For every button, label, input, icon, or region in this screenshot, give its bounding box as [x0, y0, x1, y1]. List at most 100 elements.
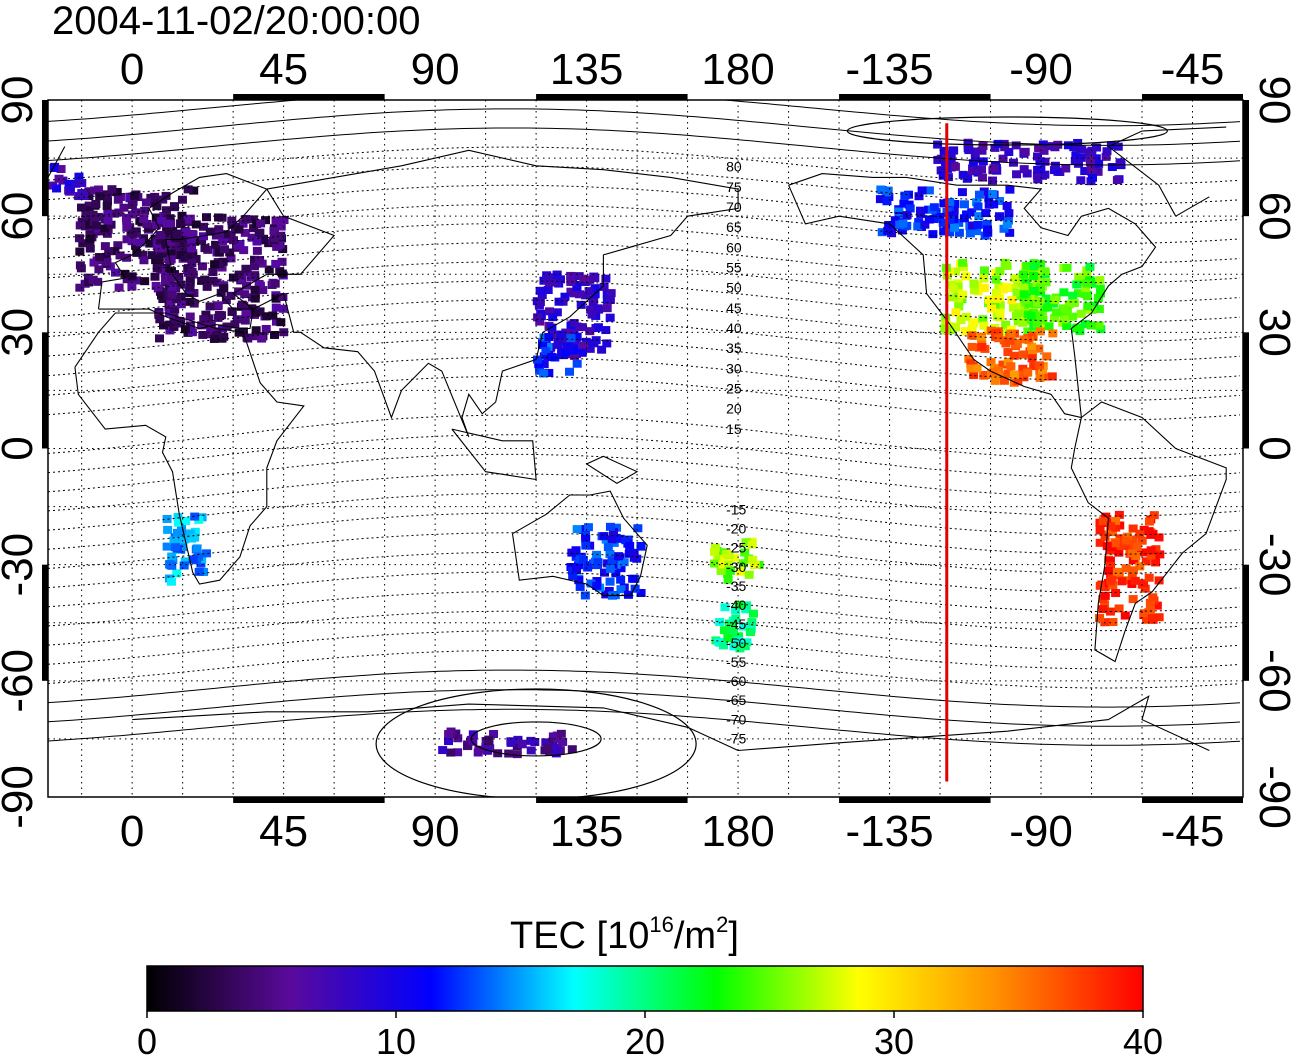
tec-pixel — [1050, 161, 1060, 170]
map-frame — [42, 94, 1249, 803]
tec-pixel — [84, 187, 94, 196]
tec-pixel — [601, 326, 611, 335]
tec-pixel — [526, 736, 536, 745]
tec-pixel — [185, 275, 195, 284]
tec-pixel — [1077, 277, 1087, 286]
tec-pixel — [140, 277, 150, 286]
tec-pixel — [1029, 262, 1039, 271]
tec-pixel — [122, 216, 132, 225]
tec-pixel — [215, 260, 225, 269]
tec-pixel — [278, 293, 288, 302]
tec-pixel — [202, 282, 212, 291]
tec-pixel — [607, 556, 617, 565]
tec-pixel — [489, 730, 499, 739]
tec-pixel — [990, 376, 1000, 385]
mag-lat-contour — [48, 100, 1241, 127]
tec-pixel — [629, 548, 639, 557]
tec-pixel — [890, 221, 900, 230]
tec-pixel — [957, 188, 967, 197]
tec-pixel — [1035, 327, 1045, 336]
tec-pixel — [269, 226, 279, 235]
tec-pixel — [271, 259, 281, 268]
tec-pixel — [1082, 271, 1092, 280]
tec-pixel — [543, 286, 553, 295]
tec-pixel — [179, 535, 189, 544]
mag-lat-label: -35 — [726, 578, 746, 594]
tec-pixel — [95, 253, 105, 262]
lat-tick-left: 30 — [0, 308, 42, 357]
frame-bar-top — [839, 94, 991, 100]
tec-pixel — [166, 298, 176, 307]
tec-pixel — [1138, 548, 1148, 557]
tec-pixel — [876, 185, 886, 194]
tec-pixel — [83, 273, 93, 282]
tec-pixel — [1105, 556, 1115, 565]
mag-lat-contour — [48, 280, 1241, 323]
tec-pixel — [270, 234, 280, 243]
tec-pixel — [75, 283, 85, 292]
tec-pixel — [71, 179, 81, 188]
tec-pixel — [569, 319, 579, 328]
tec-pixel — [965, 229, 975, 238]
tec-pixel — [877, 228, 887, 237]
tec-pixel — [214, 248, 224, 257]
tec-pixel — [1072, 280, 1082, 289]
tec-pixel — [624, 549, 634, 558]
tec-pixel — [608, 527, 618, 536]
tec-pixel — [569, 327, 579, 336]
tec-pixel — [277, 257, 287, 266]
tec-pixel — [1036, 165, 1046, 174]
tec-pixel — [190, 527, 200, 536]
mag-lat-label: 20 — [726, 401, 742, 417]
tec-pixel — [1106, 522, 1116, 531]
mag-lat-label: 75 — [726, 179, 742, 195]
tec-pixel — [601, 274, 611, 283]
tec-pixel — [504, 749, 514, 758]
tec-pixel — [226, 291, 236, 300]
tec-pixel — [200, 275, 210, 284]
coastline — [97, 173, 268, 330]
mag-lat-contour — [48, 108, 1241, 146]
tec-pixel — [1107, 574, 1117, 583]
tec-pixel — [1033, 152, 1043, 161]
mag-lat-label: -40 — [726, 597, 746, 613]
tec-pixel — [1085, 151, 1095, 160]
tec-pixel — [230, 320, 240, 329]
tec-pixel — [967, 331, 977, 340]
lat-tick-right: 30 — [1250, 308, 1292, 357]
tec-pixel — [984, 200, 994, 209]
tec-pixel — [181, 253, 191, 262]
tec-pixel — [1152, 601, 1162, 610]
tec-pixel — [1145, 606, 1155, 615]
coastline — [132, 695, 1210, 752]
tec-pixel — [544, 368, 554, 377]
tec-pixel — [189, 186, 199, 195]
tec-pixel — [599, 568, 609, 577]
tec-pixel — [272, 242, 282, 251]
tec-pixel — [151, 221, 161, 230]
tec-pixel — [1132, 543, 1142, 552]
tec-pixel — [1009, 351, 1019, 360]
tec-pixel — [950, 267, 960, 276]
tec-pixel — [591, 324, 601, 333]
tec-pixel — [179, 238, 189, 247]
tec-pixel — [568, 571, 578, 580]
tec-pixel — [250, 285, 260, 294]
tec-pixel — [561, 348, 571, 357]
tec-pixel — [81, 211, 91, 220]
tec-pixel — [1034, 143, 1044, 152]
tec-pixel — [271, 294, 281, 303]
frame-bar-right — [1243, 332, 1249, 449]
tec-pixel — [84, 278, 94, 287]
tec-pixel — [75, 247, 85, 256]
tec-pixel — [276, 222, 286, 231]
tec-pixel — [964, 146, 974, 155]
tec-pixel — [257, 334, 267, 343]
tec-pixel — [940, 150, 950, 159]
tec-pixel — [1035, 311, 1045, 320]
tec-pixel — [1100, 600, 1110, 609]
tec-pixel — [979, 266, 989, 275]
tec-pixel — [747, 618, 757, 627]
tec-pixel — [1059, 315, 1069, 324]
tec-pixel — [236, 275, 246, 284]
